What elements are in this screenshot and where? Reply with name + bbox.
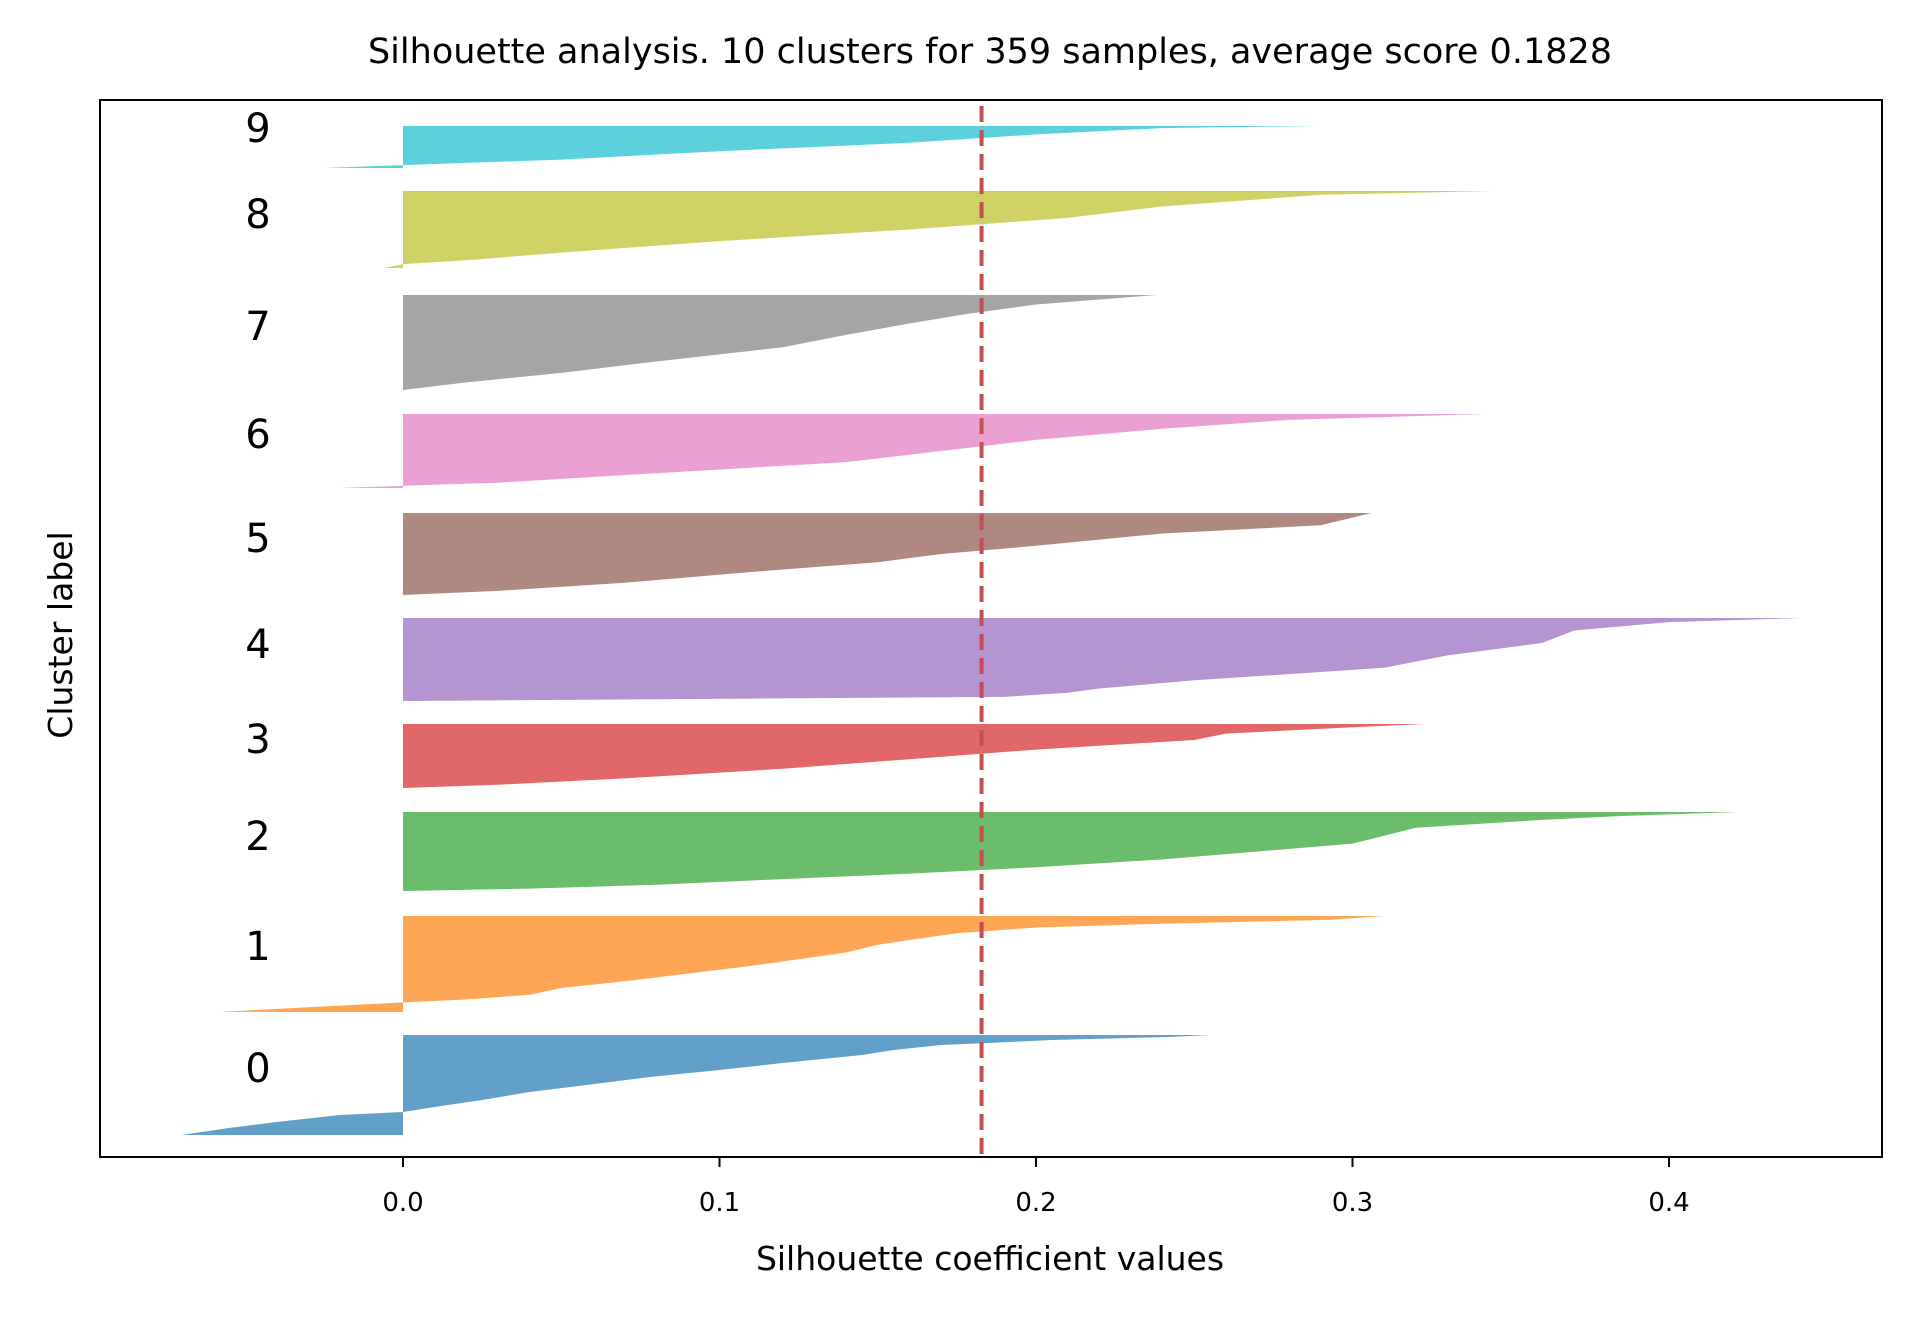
x-axis-ticks: 0.0 0.1 0.2 0.3 0.4 — [382, 1157, 1690, 1218]
y-axis-label: Cluster label — [41, 531, 80, 738]
x-tick-label: 0.1 — [699, 1188, 740, 1218]
cluster-7-silhouette — [403, 295, 1157, 390]
cluster-1-silhouette — [219, 916, 1385, 1012]
cluster-label-0: 0 — [245, 1046, 270, 1092]
cluster-9-silhouette — [323, 126, 1321, 168]
cluster-label-7: 7 — [245, 304, 270, 350]
cluster-labels: 0 1 2 3 4 5 6 7 8 9 — [245, 106, 270, 1092]
x-tick-label: 0.4 — [1648, 1188, 1689, 1218]
cluster-label-1: 1 — [245, 924, 270, 970]
chart-title: Silhouette analysis. 10 clusters for 359… — [368, 32, 1612, 72]
cluster-label-6: 6 — [245, 412, 270, 458]
cluster-2-silhouette — [403, 812, 1739, 891]
cluster-label-5: 5 — [245, 516, 270, 562]
cluster-label-8: 8 — [245, 192, 270, 238]
plot-frame — [99, 99, 1883, 1158]
cluster-label-2: 2 — [245, 814, 270, 860]
cluster-8-silhouette — [384, 191, 1495, 268]
cluster-6-silhouette — [339, 414, 1486, 488]
cluster-5-silhouette — [403, 513, 1372, 595]
x-axis-label: Silhouette coefficient values — [756, 1239, 1224, 1278]
cluster-label-3: 3 — [245, 717, 270, 763]
cluster-label-9: 9 — [245, 106, 270, 152]
cluster-label-4: 4 — [245, 622, 270, 668]
cluster-0-silhouette — [181, 1035, 1211, 1135]
silhouette-areas — [181, 126, 1802, 1135]
x-tick-label: 0.3 — [1332, 1188, 1373, 1218]
x-tick-label: 0.2 — [1015, 1188, 1056, 1218]
cluster-3-silhouette — [403, 724, 1426, 788]
cluster-4-silhouette — [403, 618, 1802, 701]
x-tick-label: 0.0 — [382, 1188, 423, 1218]
